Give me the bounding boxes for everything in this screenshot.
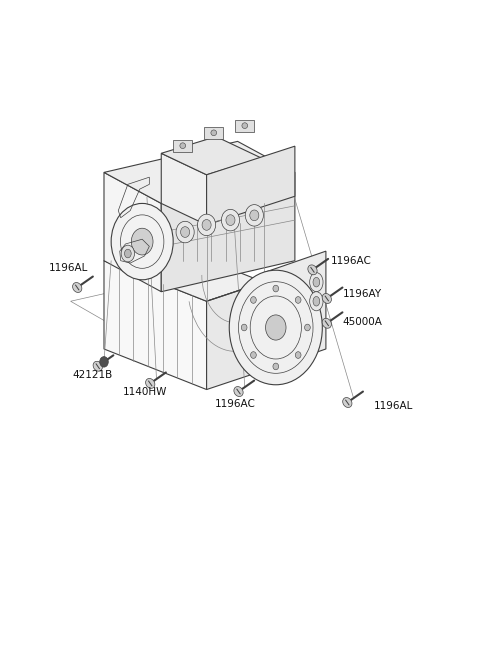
Ellipse shape: [221, 210, 240, 231]
Ellipse shape: [265, 315, 286, 340]
Ellipse shape: [241, 324, 247, 331]
Ellipse shape: [305, 324, 310, 331]
Ellipse shape: [180, 143, 186, 149]
Text: 1196AL: 1196AL: [49, 263, 88, 273]
Ellipse shape: [145, 379, 155, 388]
Text: 45000A: 45000A: [343, 317, 383, 327]
Ellipse shape: [313, 297, 320, 306]
Ellipse shape: [343, 398, 352, 407]
Ellipse shape: [100, 356, 108, 367]
Polygon shape: [161, 137, 262, 175]
Text: 1196AL: 1196AL: [373, 401, 413, 411]
Polygon shape: [161, 153, 206, 225]
Ellipse shape: [132, 228, 153, 255]
Polygon shape: [161, 172, 295, 291]
Polygon shape: [104, 261, 206, 390]
Ellipse shape: [124, 250, 131, 258]
Ellipse shape: [251, 352, 256, 358]
Ellipse shape: [295, 297, 301, 303]
Ellipse shape: [250, 210, 259, 221]
Ellipse shape: [251, 297, 256, 303]
Ellipse shape: [111, 204, 173, 280]
Ellipse shape: [273, 363, 279, 370]
Ellipse shape: [310, 272, 323, 291]
Text: 1140HW: 1140HW: [123, 387, 168, 397]
Ellipse shape: [93, 362, 102, 371]
Ellipse shape: [198, 214, 216, 236]
Polygon shape: [104, 242, 264, 301]
Ellipse shape: [313, 277, 320, 287]
Ellipse shape: [242, 122, 248, 128]
Ellipse shape: [176, 221, 194, 243]
Ellipse shape: [229, 271, 323, 384]
Polygon shape: [206, 282, 264, 390]
Ellipse shape: [295, 352, 301, 358]
Polygon shape: [204, 127, 223, 139]
Polygon shape: [173, 140, 192, 152]
Polygon shape: [104, 141, 295, 204]
Ellipse shape: [211, 130, 216, 136]
Polygon shape: [104, 172, 161, 291]
Text: 1196AY: 1196AY: [343, 289, 382, 299]
Ellipse shape: [245, 204, 264, 226]
Ellipse shape: [234, 386, 243, 396]
Ellipse shape: [322, 293, 331, 303]
Text: 1196AC: 1196AC: [331, 255, 372, 266]
Ellipse shape: [308, 265, 317, 275]
Ellipse shape: [273, 285, 279, 292]
Ellipse shape: [226, 215, 235, 225]
Ellipse shape: [180, 227, 190, 237]
Ellipse shape: [202, 219, 211, 231]
Ellipse shape: [121, 245, 134, 262]
Ellipse shape: [72, 282, 82, 292]
Ellipse shape: [322, 318, 331, 328]
Polygon shape: [235, 120, 254, 132]
Polygon shape: [206, 146, 295, 225]
Polygon shape: [264, 251, 326, 371]
Text: 42121B: 42121B: [72, 370, 112, 380]
Ellipse shape: [310, 291, 323, 310]
Text: 1196AC: 1196AC: [215, 399, 256, 409]
